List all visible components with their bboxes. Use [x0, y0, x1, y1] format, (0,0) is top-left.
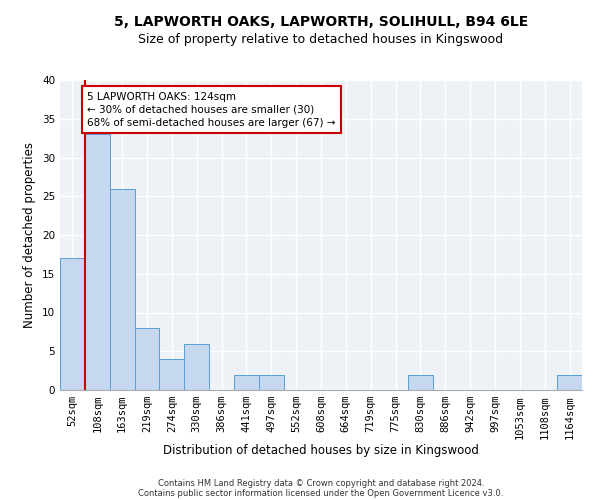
Bar	[259, 374, 284, 390]
Text: 5 LAPWORTH OAKS: 124sqm
← 30% of detached houses are smaller (30)
68% of semi-de: 5 LAPWORTH OAKS: 124sqm ← 30% of detache…	[87, 92, 335, 128]
Text: Contains HM Land Registry data © Crown copyright and database right 2024.: Contains HM Land Registry data © Crown c…	[158, 478, 484, 488]
Bar	[110, 188, 134, 390]
Bar	[134, 328, 160, 390]
Bar	[160, 359, 184, 390]
Bar	[184, 344, 209, 390]
Bar	[234, 374, 259, 390]
Text: 5, LAPWORTH OAKS, LAPWORTH, SOLIHULL, B94 6LE: 5, LAPWORTH OAKS, LAPWORTH, SOLIHULL, B9…	[114, 15, 528, 29]
Bar	[85, 134, 110, 390]
Bar	[557, 374, 582, 390]
Bar	[60, 258, 85, 390]
Y-axis label: Number of detached properties: Number of detached properties	[23, 142, 37, 328]
Text: Size of property relative to detached houses in Kingswood: Size of property relative to detached ho…	[139, 32, 503, 46]
Text: Contains public sector information licensed under the Open Government Licence v3: Contains public sector information licen…	[139, 488, 503, 498]
Bar	[408, 374, 433, 390]
X-axis label: Distribution of detached houses by size in Kingswood: Distribution of detached houses by size …	[163, 444, 479, 457]
